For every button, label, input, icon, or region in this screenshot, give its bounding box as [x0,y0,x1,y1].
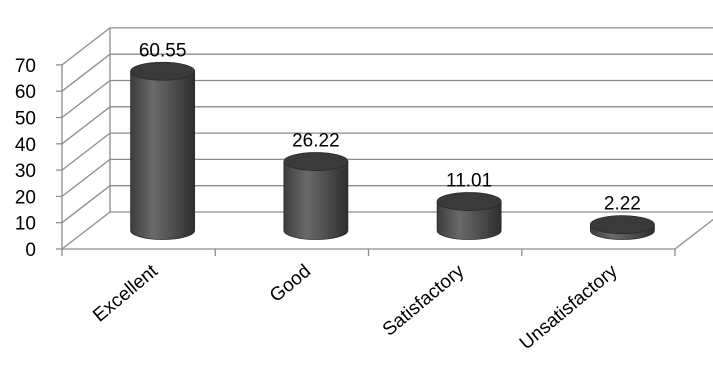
category-labels: Excellent Good Satisfactory Unsatisfactory [89,260,622,354]
y-tick-label-20: 20 [15,187,36,208]
bar-top [131,62,195,80]
y-tick-label-70: 70 [15,56,36,77]
bar-good [284,153,348,240]
bar-satisfactory [437,193,501,240]
data-label-1: 26.22 [292,131,340,152]
x-category-label-2: Satisfactory [379,260,469,340]
y-tick-label-40: 40 [15,135,36,156]
y-tick-label-30: 30 [15,161,36,182]
y-axis-tick-labels: 0 10 20 30 40 50 60 70 [15,56,62,261]
x-category-label-1: Good [266,261,315,307]
bar-body [131,71,195,239]
bar-excellent [131,62,195,239]
y-tick-label-0: 0 [25,240,36,261]
data-labels: 60.55 26.22 11.01 2.22 [139,40,641,214]
data-label-0: 60.55 [139,40,187,61]
bar-top [437,193,501,211]
y-tick-label-10: 10 [15,214,36,235]
bar-unsatisfactory [590,216,654,240]
y-tick-label-50: 50 [15,109,36,130]
bar-top [284,153,348,171]
bars [131,62,655,239]
data-label-3: 2.22 [604,194,641,215]
bar-body [284,162,348,240]
y-tick-label-60: 60 [15,82,36,103]
data-label-2: 11.01 [446,171,492,192]
bar-top [590,216,654,234]
x-category-label-3: Unsatisfactory [516,260,622,354]
x-category-label-0: Excellent [89,260,162,326]
